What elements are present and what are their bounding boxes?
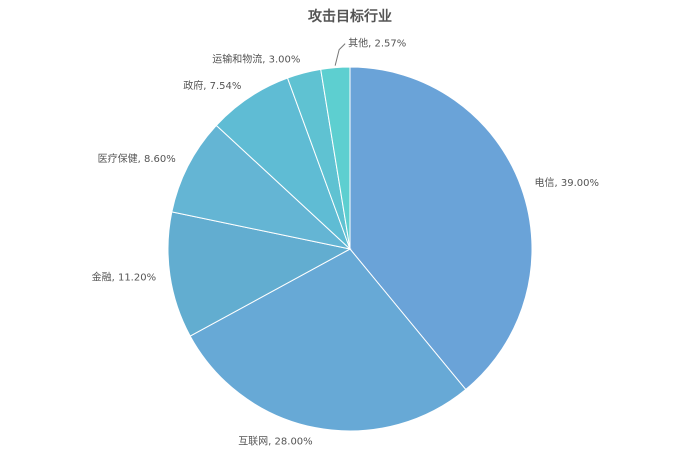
data-label: 其他, 2.57% [348, 37, 406, 50]
chart-title: 攻击目标行业 [308, 8, 392, 25]
pie-slice [167, 211, 352, 337]
data-label: 电信, 39.00% [534, 176, 599, 189]
pie-slice [171, 124, 352, 250]
data-label: 金融, 11.20% [92, 271, 157, 284]
data-label: 互联网, 28.00% [238, 435, 313, 447]
data-label: 医疗保健, 8.60% [98, 152, 176, 165]
data-label: 运输和物流, 3.00% [212, 52, 300, 65]
pie-slice [189, 248, 467, 432]
pie-slice [320, 66, 351, 250]
pie-slice [349, 66, 533, 391]
leader-line [334, 43, 346, 66]
data-label: 政府, 7.54% [183, 79, 241, 92]
